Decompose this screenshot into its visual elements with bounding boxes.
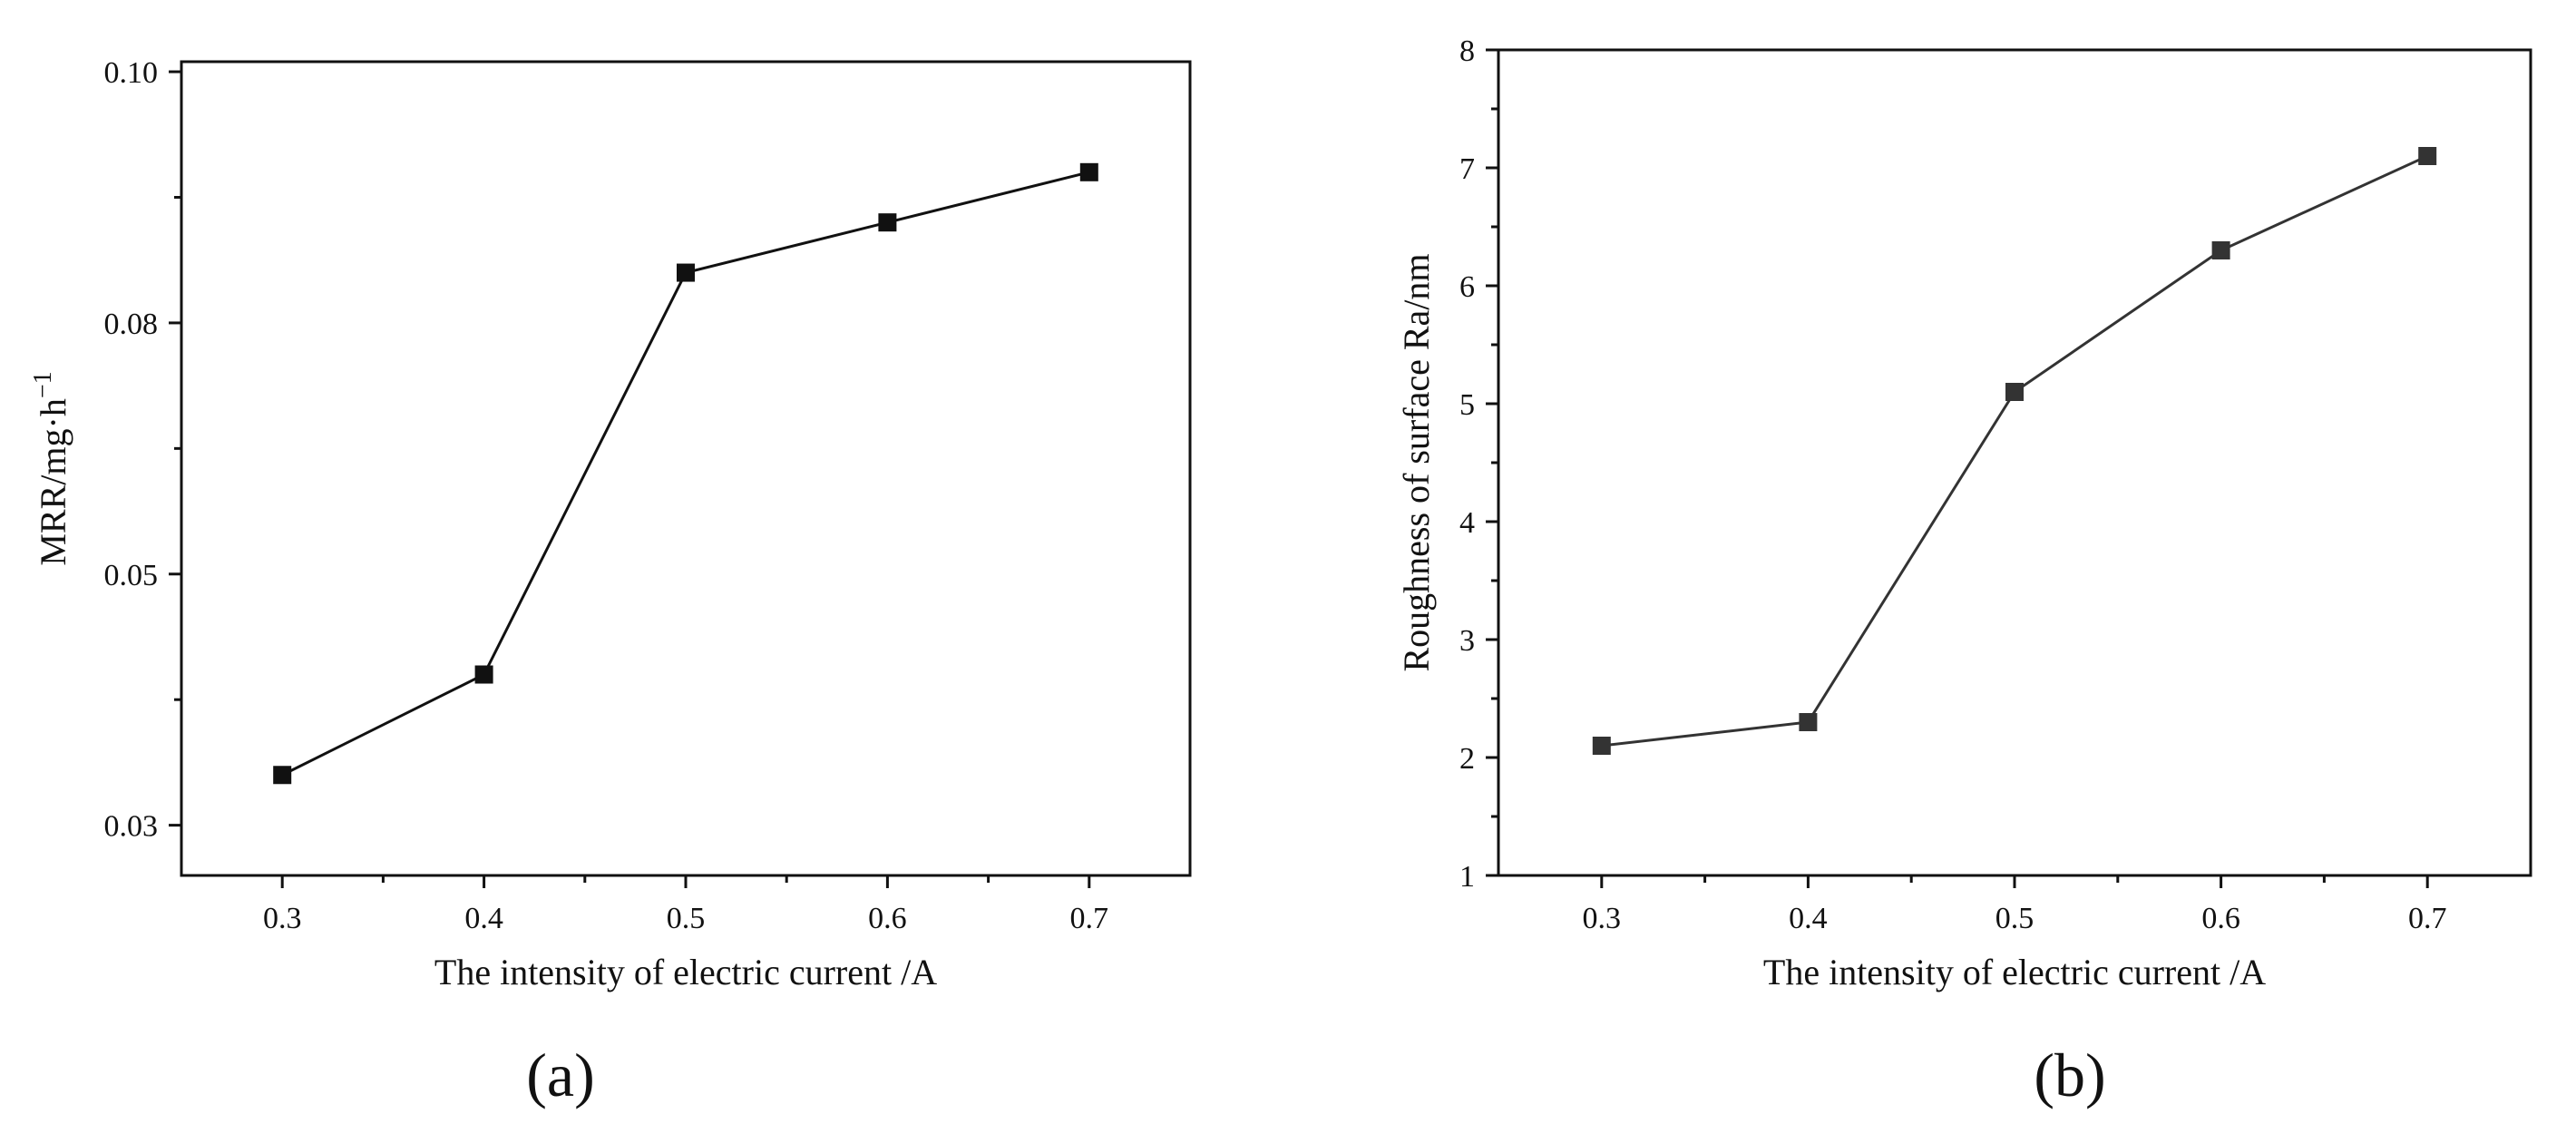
panel-a-x-tick-label: 0.3 [263,902,302,935]
panel-a-y-axis-title-superscript: −1 [29,371,57,398]
panel-b-plot-frame [1497,48,2532,877]
chart-panel-a: 0.3 0.4 0.5 0.6 0.7 0.03 0.05 0.08 0.10 The inten… [29,56,1192,1110]
panel-b-data-point [1799,713,1818,731]
panel-b-y-axis-title: Roughness of surface Ra/nm [1396,253,1437,671]
panel-b-y-tick-label: 6 [1459,270,1475,304]
panel-a-y-tick-label: 0.08 [104,308,159,341]
panel-a-x-tick-label: 0.4 [464,902,503,935]
panel-b-data-point [2005,383,2024,401]
panel-a-x-tick-label: 0.6 [868,902,907,935]
panel-b-label: (b) [2034,1041,2105,1110]
panel-a-data-point [878,213,897,232]
panel-a-data-point [474,665,493,684]
panel-b-y-tick-label: 4 [1459,506,1475,540]
panel-b-y-tick-label: 3 [1459,624,1475,658]
panel-b-y-tick-label: 2 [1459,742,1475,776]
chart-panel-b: 0.3 0.4 0.5 0.6 0.7 1 2 3 4 5 6 7 8 The intensity of … [1396,34,2532,1110]
panel-b-y-tick-label: 7 [1459,152,1475,186]
panel-b-x-tick-label: 0.7 [2408,902,2447,935]
panel-a-series-line [281,171,1090,777]
panel-a-y-tick-label: 0.05 [104,559,159,592]
panel-b-x-tick-label: 0.5 [1995,902,2034,935]
panel-b-data-point [2211,241,2230,259]
panel-a-x-tick-label: 0.5 [667,902,706,935]
panel-a-data-point [273,766,292,785]
panel-b-y-tick-label: 1 [1459,860,1475,894]
panel-b-data-point [2418,147,2437,165]
panel-a-y-axis-title: MRR/mg·h−1 [29,371,73,565]
panel-b-y-tick-label: 5 [1459,388,1475,422]
panel-b-x-tick-label: 0.3 [1583,902,1622,935]
panel-b-x-tick-label: 0.6 [2201,902,2240,935]
panel-a-y-tick-label: 0.10 [104,56,159,90]
panel-a-label: (a) [526,1041,594,1110]
panel-b-x-tick-label: 0.4 [1789,902,1828,935]
panel-b-data-point [1592,737,1611,755]
panel-a-data-point [1079,162,1098,181]
panel-b-y-tick-label: 8 [1459,34,1475,68]
panel-b-series-line [1601,154,2428,748]
panel-a-y-tick-label: 0.03 [104,810,159,844]
panel-a-x-tick-label: 0.7 [1070,902,1109,935]
panel-a-data-point [677,263,695,282]
panel-b-x-axis-title: The intensity of electric current /A [1763,952,2266,992]
panel-a-x-axis-title: The intensity of electric current /A [434,952,937,992]
